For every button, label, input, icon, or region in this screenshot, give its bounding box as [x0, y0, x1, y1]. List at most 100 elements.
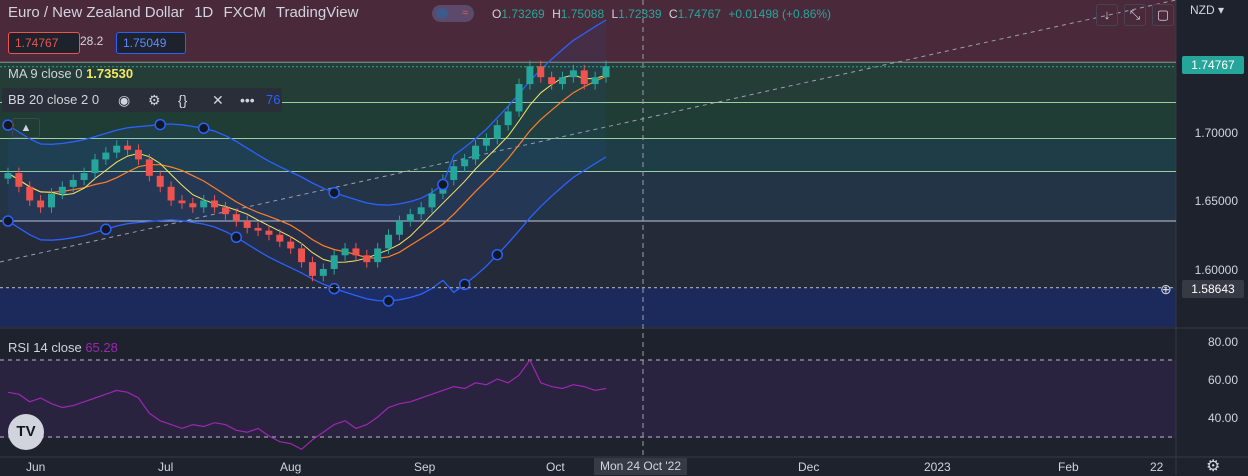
- price-tick: 1.65000: [1194, 194, 1238, 208]
- candle-body: [91, 159, 99, 174]
- candle-body: [406, 214, 414, 222]
- time-label: Dec: [798, 460, 820, 474]
- low-value: 1.72339: [618, 7, 662, 21]
- fib-band: [0, 138, 1176, 172]
- market-status-toggle[interactable]: ≈: [432, 5, 474, 22]
- time-label: 2023: [924, 460, 951, 474]
- time-label: Feb: [1058, 460, 1079, 474]
- candle-body: [47, 193, 55, 208]
- candle-body: [417, 207, 425, 215]
- settings-icon[interactable]: ⚙: [148, 92, 161, 108]
- anchor-point: [230, 231, 243, 244]
- rsi-tick: 40.00: [1207, 411, 1238, 425]
- source-label: TradingView: [275, 4, 359, 21]
- ohlc-readout: O1.73269 H1.75088 L1.72339 C1.74767 +0.0…: [492, 7, 832, 21]
- rsi-tick: 80.00: [1207, 335, 1238, 349]
- candle-body: [287, 241, 295, 249]
- candle-body: [602, 66, 610, 78]
- fullscreen-icon[interactable]: ⤡: [1124, 4, 1146, 26]
- candle-body: [221, 207, 229, 215]
- arrow-down-icon[interactable]: ↓: [1096, 4, 1118, 26]
- close-value: 1.74767: [677, 7, 721, 21]
- exchange-label: FXCM: [223, 4, 266, 21]
- candle-body: [80, 173, 88, 180]
- rsi-label: RSI 14 close: [8, 340, 82, 355]
- ma-label: MA 9 close 0: [8, 66, 83, 81]
- candle-body: [200, 200, 208, 208]
- open-value: 1.73269: [501, 7, 545, 21]
- rsi-tick: 60.00: [1207, 373, 1238, 387]
- candle-body: [26, 186, 34, 201]
- anchor-point: [458, 278, 471, 291]
- candle-body: [167, 186, 175, 201]
- maximize-icon[interactable]: ▢: [1152, 4, 1174, 26]
- bb-label: BB 20 close 2 0: [8, 92, 100, 107]
- anchor-point: [382, 295, 395, 307]
- anchor-point: [328, 282, 340, 295]
- currency-selector[interactable]: NZD ▾: [1190, 3, 1225, 17]
- time-label: Sep: [414, 460, 436, 474]
- bollinger-fill: [8, 20, 606, 301]
- anchor-point: [154, 118, 166, 131]
- candle-body: [58, 186, 66, 194]
- candle-body: [308, 262, 316, 276]
- buy-button[interactable]: 1.75049: [116, 32, 186, 54]
- price-tick: 1.60000: [1194, 263, 1238, 277]
- wave-icon: ≈: [461, 7, 468, 19]
- candle-body: [243, 221, 251, 228]
- source-code-icon[interactable]: {}: [178, 92, 188, 108]
- candle-body: [265, 230, 273, 235]
- candle-body: [124, 145, 132, 150]
- gear-icon[interactable]: ⚙: [1206, 458, 1221, 475]
- candle-body: [341, 248, 349, 256]
- sell-button[interactable]: 1.74767: [8, 32, 80, 54]
- trend-line: [0, 0, 1177, 263]
- tradingview-logo[interactable]: TV: [8, 414, 44, 450]
- more-icon[interactable]: •••: [240, 92, 255, 108]
- candle-body: [472, 145, 480, 160]
- anchor-point: [437, 178, 449, 191]
- eye-icon[interactable]: ◉: [118, 92, 131, 108]
- chart-title: Euro / New Zealand Dollar 1D FXCM Tradin…: [8, 4, 364, 21]
- bollinger-upper: [7, 19, 607, 206]
- time-label: Jun: [26, 460, 46, 474]
- candle-body: [113, 145, 121, 153]
- time-label: Aug: [280, 460, 302, 474]
- crosshair-icon[interactable]: ⊕: [1160, 281, 1172, 297]
- anchor-point: [197, 122, 210, 134]
- candle-body: [232, 214, 240, 222]
- candle-body: [569, 70, 577, 78]
- candle-body: [4, 173, 12, 179]
- candle-body: [37, 200, 45, 208]
- candle-body: [15, 173, 23, 187]
- price-tick: 1.70000: [1194, 126, 1238, 140]
- candle-body: [298, 248, 306, 263]
- candle-body: [374, 248, 382, 263]
- anchor-point: [2, 215, 14, 227]
- candle-body: [178, 200, 186, 204]
- rsi-legend[interactable]: RSI 14 close 65.28: [8, 340, 118, 355]
- candle-body: [385, 234, 393, 249]
- candle-body: [591, 77, 599, 85]
- collapse-icon[interactable]: ▲: [12, 118, 40, 138]
- candle-body: [493, 125, 501, 139]
- candle-body: [352, 248, 360, 256]
- bb-legend[interactable]: BB 20 close 2 0 ◉ ⚙ {} ✕ ••• 76: [2, 88, 282, 112]
- bb-value: 76: [266, 92, 281, 107]
- symbol-name: Euro / New Zealand Dollar: [8, 4, 184, 21]
- candle-body: [156, 175, 164, 187]
- ma-value: 1.73530: [86, 66, 134, 81]
- anchor-point: [328, 186, 340, 199]
- close-icon[interactable]: ✕: [212, 92, 224, 108]
- candle-body: [102, 152, 110, 160]
- change-value: +0.01498 (+0.86%): [728, 7, 832, 21]
- status-dot-icon: [436, 8, 448, 19]
- candle-body: [395, 221, 403, 235]
- crosshair-price-label: 1.58643: [1182, 280, 1244, 298]
- ma-legend[interactable]: MA 9 close 0 1.73530: [8, 66, 133, 81]
- rsi-value: 65.28: [85, 340, 118, 355]
- interval-label[interactable]: 1D: [194, 4, 214, 21]
- candle-body: [482, 138, 490, 146]
- candle-body: [319, 269, 327, 276]
